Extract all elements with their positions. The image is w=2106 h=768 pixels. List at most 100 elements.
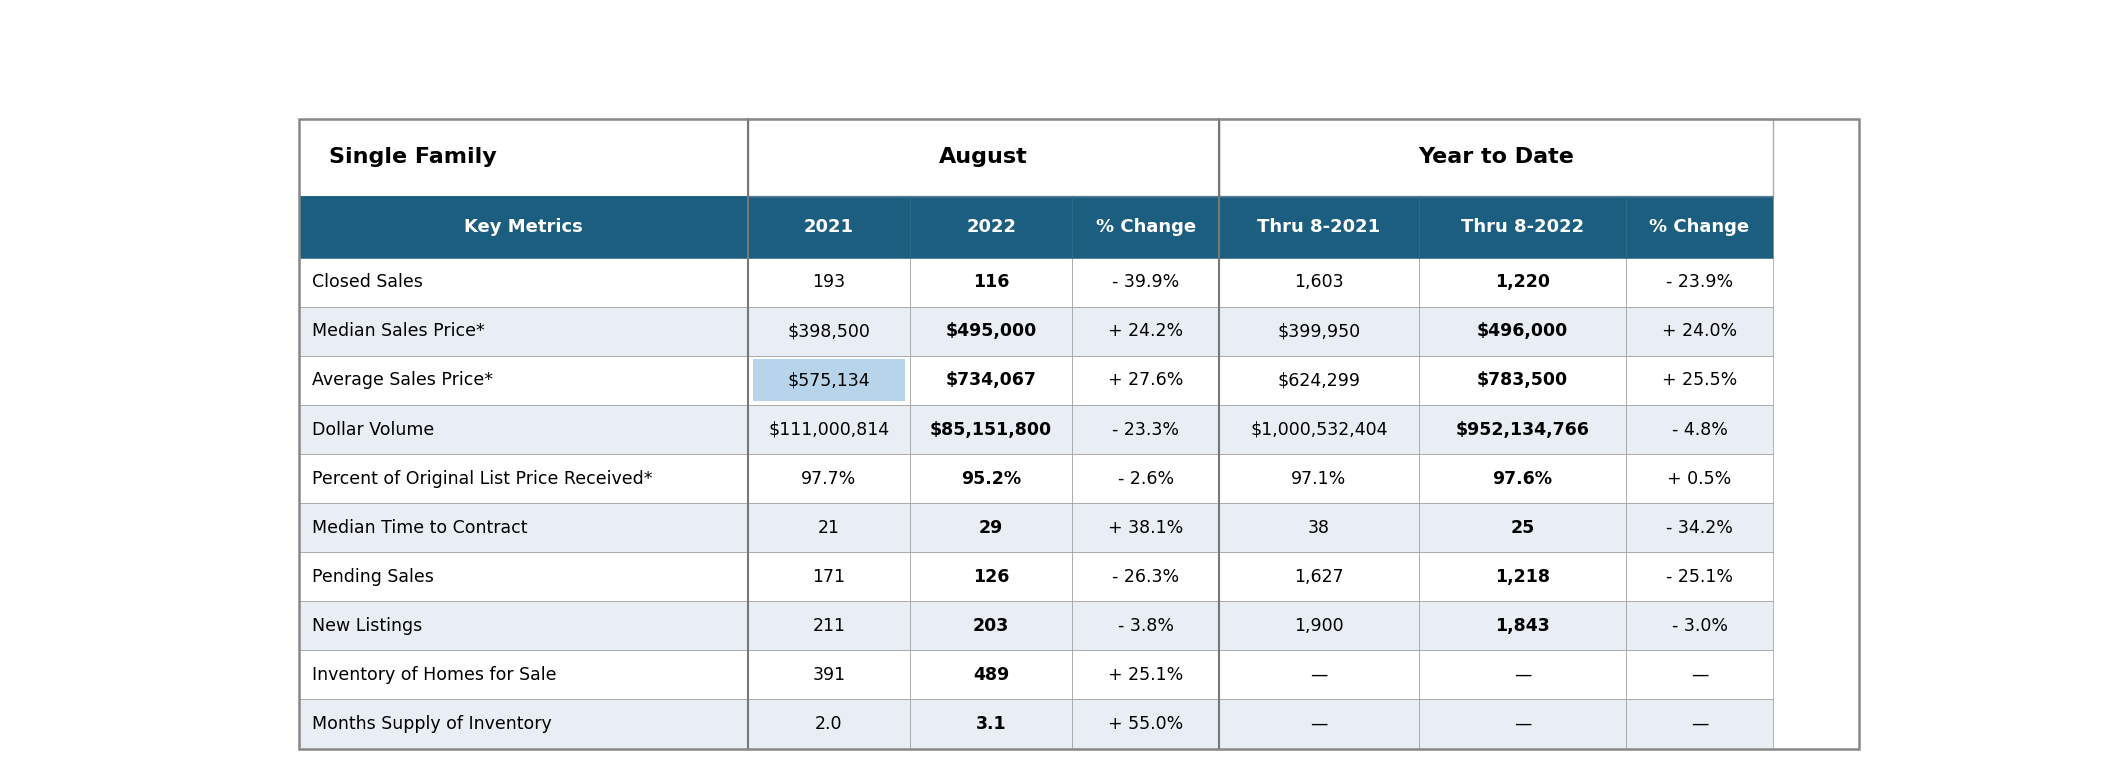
Bar: [1626, 650, 1773, 700]
Bar: [910, 196, 1072, 258]
Bar: [748, 601, 910, 650]
Bar: [748, 307, 910, 356]
Bar: [910, 356, 1072, 405]
Bar: [1072, 356, 1219, 405]
Text: 391: 391: [813, 666, 845, 684]
Text: $495,000: $495,000: [946, 323, 1036, 340]
Bar: [910, 196, 1072, 258]
Text: $398,500: $398,500: [788, 323, 870, 340]
Bar: [1419, 601, 1626, 650]
Bar: [1072, 700, 1219, 749]
Bar: [1072, 503, 1219, 552]
Bar: [1219, 650, 1419, 700]
Text: - 2.6%: - 2.6%: [1118, 469, 1173, 488]
Bar: [910, 307, 1072, 356]
Bar: [299, 454, 748, 503]
Text: 2021: 2021: [804, 217, 853, 236]
Text: 1,843: 1,843: [1495, 617, 1550, 635]
Text: 2.0: 2.0: [815, 715, 842, 733]
Bar: [748, 552, 910, 601]
Text: - 4.8%: - 4.8%: [1672, 421, 1727, 439]
Bar: [748, 650, 910, 700]
Bar: [299, 650, 748, 700]
Bar: [1072, 258, 1219, 307]
Bar: [910, 700, 1072, 749]
Text: —: —: [1310, 666, 1327, 684]
Text: 97.6%: 97.6%: [1493, 469, 1552, 488]
Text: 171: 171: [813, 568, 845, 586]
Text: —: —: [1310, 715, 1327, 733]
Bar: [1219, 601, 1419, 650]
Text: + 24.0%: + 24.0%: [1662, 323, 1737, 340]
Bar: [748, 454, 910, 503]
Bar: [1219, 405, 1419, 454]
Bar: [1419, 405, 1626, 454]
Bar: [748, 405, 910, 454]
Text: 1,627: 1,627: [1293, 568, 1344, 586]
Text: $85,151,800: $85,151,800: [931, 421, 1053, 439]
Bar: [299, 405, 748, 454]
Bar: [1626, 356, 1773, 405]
Text: August: August: [939, 147, 1028, 167]
Text: Median Sales Price*: Median Sales Price*: [312, 323, 484, 340]
Bar: [1419, 454, 1626, 503]
Bar: [1072, 552, 1219, 601]
Text: + 25.5%: + 25.5%: [1662, 372, 1737, 389]
Bar: [910, 650, 1072, 700]
Text: 1,603: 1,603: [1293, 273, 1344, 291]
Bar: [910, 258, 1072, 307]
Bar: [299, 307, 748, 356]
Text: Key Metrics: Key Metrics: [463, 217, 583, 236]
Text: 21: 21: [817, 518, 840, 537]
Bar: [299, 196, 748, 258]
Bar: [1419, 650, 1626, 700]
Bar: [910, 405, 1072, 454]
Text: 25: 25: [1510, 518, 1535, 537]
Bar: [1626, 356, 1773, 405]
Bar: [752, 359, 906, 402]
Bar: [299, 650, 748, 700]
Bar: [1626, 454, 1773, 503]
Bar: [1419, 650, 1626, 700]
Text: $783,500: $783,500: [1476, 372, 1569, 389]
Text: 3.1: 3.1: [975, 715, 1007, 733]
Bar: [1072, 503, 1219, 552]
Text: + 24.2%: + 24.2%: [1108, 323, 1184, 340]
Bar: [1072, 552, 1219, 601]
Text: Average Sales Price*: Average Sales Price*: [312, 372, 493, 389]
Bar: [299, 601, 748, 650]
Bar: [1219, 307, 1419, 356]
Bar: [748, 258, 910, 307]
Text: Thru 8-2022: Thru 8-2022: [1462, 217, 1584, 236]
Text: Closed Sales: Closed Sales: [312, 273, 423, 291]
Bar: [1219, 196, 1419, 258]
Bar: [910, 650, 1072, 700]
Bar: [299, 258, 748, 307]
Bar: [748, 503, 910, 552]
Bar: [299, 307, 748, 356]
Bar: [748, 700, 910, 749]
Bar: [1626, 601, 1773, 650]
Text: 211: 211: [813, 617, 845, 635]
Bar: [1419, 196, 1626, 258]
Bar: [1072, 650, 1219, 700]
Text: 2022: 2022: [967, 217, 1017, 236]
Bar: [1219, 503, 1419, 552]
Bar: [748, 454, 910, 503]
Text: $1,000,532,404: $1,000,532,404: [1251, 421, 1388, 439]
Bar: [1626, 601, 1773, 650]
Bar: [299, 700, 748, 749]
Bar: [910, 454, 1072, 503]
Text: $399,950: $399,950: [1276, 323, 1360, 340]
Text: 97.7%: 97.7%: [800, 469, 857, 488]
Bar: [1419, 700, 1626, 749]
Bar: [1626, 454, 1773, 503]
Bar: [1072, 196, 1219, 258]
Bar: [748, 119, 1219, 196]
Bar: [1419, 552, 1626, 601]
Text: Dollar Volume: Dollar Volume: [312, 421, 434, 439]
Text: Year to Date: Year to Date: [1417, 147, 1573, 167]
Bar: [1072, 700, 1219, 749]
Bar: [299, 356, 748, 405]
Text: - 3.0%: - 3.0%: [1672, 617, 1727, 635]
